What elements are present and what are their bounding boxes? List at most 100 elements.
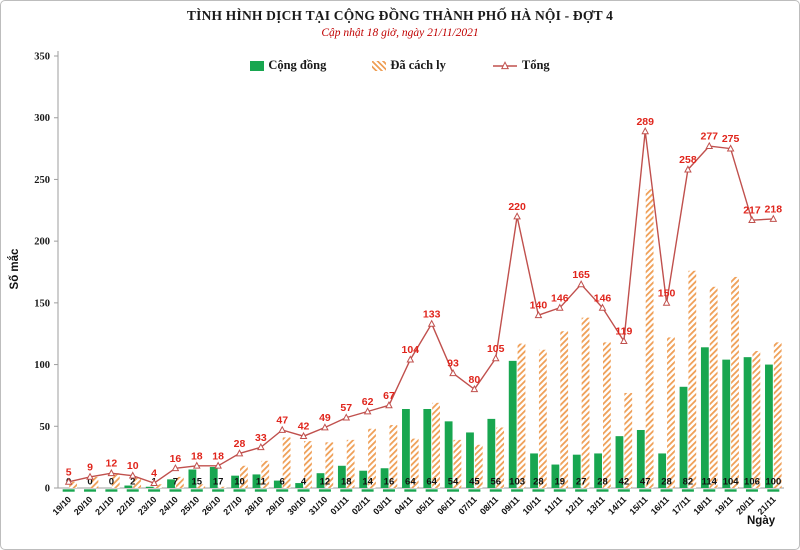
bar-da-cach-ly — [90, 476, 99, 488]
cong-dong-value-label: 16 — [384, 477, 395, 488]
y-tick-label: 50 — [40, 422, 51, 433]
legend: Cộng đồng Đã cách ly Tổng — [1, 58, 799, 73]
bar-da-cach-ly — [111, 473, 120, 488]
bar-da-cach-ly — [240, 465, 248, 488]
bar-da-cach-ly — [624, 392, 633, 488]
bar-cong-dong — [466, 432, 474, 488]
tong-marker-icon — [171, 463, 180, 472]
value-label-underline — [660, 489, 673, 492]
cong-dong-value-label: 100 — [765, 477, 781, 488]
bar-da-cach-ly — [410, 438, 419, 488]
chart-title: TÌNH HÌNH DỊCH TẠI CỘNG ĐỒNG THÀNH PHỐ H… — [186, 8, 614, 23]
bar-da-cach-ly — [731, 276, 739, 488]
tong-marker-icon — [491, 354, 500, 362]
bar-cong-dong — [337, 465, 346, 488]
value-label-underline — [190, 489, 203, 492]
x-tick-label: 06/11 — [435, 494, 457, 516]
x-tick-label: 15/11 — [627, 494, 649, 516]
x-tick-label: 21/10 — [93, 494, 116, 517]
tong-value-label: 150 — [658, 287, 676, 299]
value-label-underline — [254, 489, 267, 492]
bar-cong-dong — [700, 347, 709, 488]
tong-value-label: 146 — [594, 292, 612, 304]
x-tick-label: 30/10 — [285, 494, 308, 517]
tong-value-label: 289 — [636, 116, 654, 128]
bar-cong-dong — [594, 453, 602, 488]
x-tick-label: 09/11 — [499, 494, 521, 516]
tong-value-label: 62 — [362, 396, 374, 408]
cong-dong-value-label: 18 — [341, 477, 352, 488]
cong-dong-value-label: 54 — [448, 477, 459, 488]
value-label-underline — [425, 489, 438, 492]
cong-dong-value-label: 114 — [702, 477, 718, 488]
tong-value-label: 33 — [255, 432, 267, 444]
tong-marker-icon — [64, 477, 73, 485]
bar-da-cach-ly — [133, 478, 142, 488]
tong-value-label: 275 — [722, 133, 740, 145]
tong-marker-icon — [214, 461, 222, 469]
value-label-underline — [297, 489, 310, 492]
value-label-underline — [703, 489, 716, 492]
value-label-underline — [105, 489, 118, 492]
tong-value-label: 28 — [234, 438, 246, 450]
y-tick-label: 250 — [34, 175, 50, 186]
value-label-underline — [617, 489, 630, 492]
tong-marker-icon — [342, 413, 351, 421]
x-tick-label: 21/11 — [755, 494, 777, 516]
value-label-underline — [340, 489, 353, 492]
cong-dong-value-label: 7 — [173, 477, 178, 488]
value-label-underline — [639, 489, 652, 492]
bar-da-cach-ly — [773, 342, 782, 488]
bar-cong-dong — [316, 473, 325, 488]
tong-marker-icon — [513, 212, 521, 220]
cong-dong-value-label: 19 — [555, 477, 566, 488]
cong-dong-value-label: 12 — [320, 477, 331, 488]
tong-value-label: 217 — [743, 205, 761, 217]
bar-cong-dong — [615, 436, 624, 488]
x-tick-label: 18/11 — [691, 494, 713, 516]
bar-cong-dong — [295, 483, 304, 488]
bar-cong-dong — [530, 453, 538, 488]
bar-cong-dong — [124, 485, 133, 488]
bar-cong-dong — [423, 409, 432, 488]
legend-label-da-cach-ly: Đã cách ly — [390, 58, 446, 72]
bar-cong-dong — [273, 480, 282, 488]
cong-dong-value-label: 103 — [509, 477, 525, 488]
cong-dong-value-label: 104 — [723, 477, 740, 488]
y-axis-title: Số mắc — [9, 248, 21, 290]
value-label-underline — [404, 489, 417, 492]
y-tick-label: 300 — [34, 113, 50, 124]
bar-da-cach-ly — [667, 337, 675, 488]
tong-value-label: 93 — [447, 358, 459, 370]
bar-cong-dong — [572, 454, 581, 488]
cong-dong-value-label: 14 — [362, 477, 373, 488]
axis-lines — [57, 51, 784, 489]
x-tick-label: 24/10 — [157, 494, 180, 517]
cong-dong-value-label: 10 — [234, 477, 245, 488]
value-label-underline — [468, 489, 481, 492]
value-label-underline — [382, 489, 395, 492]
tong-marker-icon — [726, 144, 735, 152]
value-label-underline — [596, 489, 609, 492]
tong-value-label: 218 — [765, 203, 783, 215]
value-label-underline — [169, 489, 182, 492]
bar-cong-dong — [167, 479, 175, 488]
bar-cong-dong — [722, 359, 731, 488]
bar-da-cach-ly — [304, 441, 312, 488]
bar-da-cach-ly — [175, 476, 184, 488]
tong-marker-icon — [299, 431, 308, 440]
x-tick-label: 26/10 — [200, 494, 223, 517]
bar-cong-dong — [252, 474, 261, 488]
cong-dong-value-label: 17 — [213, 477, 224, 488]
cong-dong-value-label: 0 — [87, 477, 92, 488]
cong-dong-value-label: 47 — [640, 477, 651, 488]
legend-item-cong-dong: Cộng đồng — [250, 58, 326, 73]
bar-da-cach-ly — [69, 481, 77, 488]
value-label-underline — [84, 489, 97, 492]
cong-dong-value-label: 28 — [597, 477, 608, 488]
cong-dong-value-label: 106 — [744, 477, 760, 488]
cong-dong-value-label: 82 — [683, 477, 694, 488]
bar-cong-dong — [402, 409, 410, 488]
value-label-underline — [276, 489, 289, 492]
